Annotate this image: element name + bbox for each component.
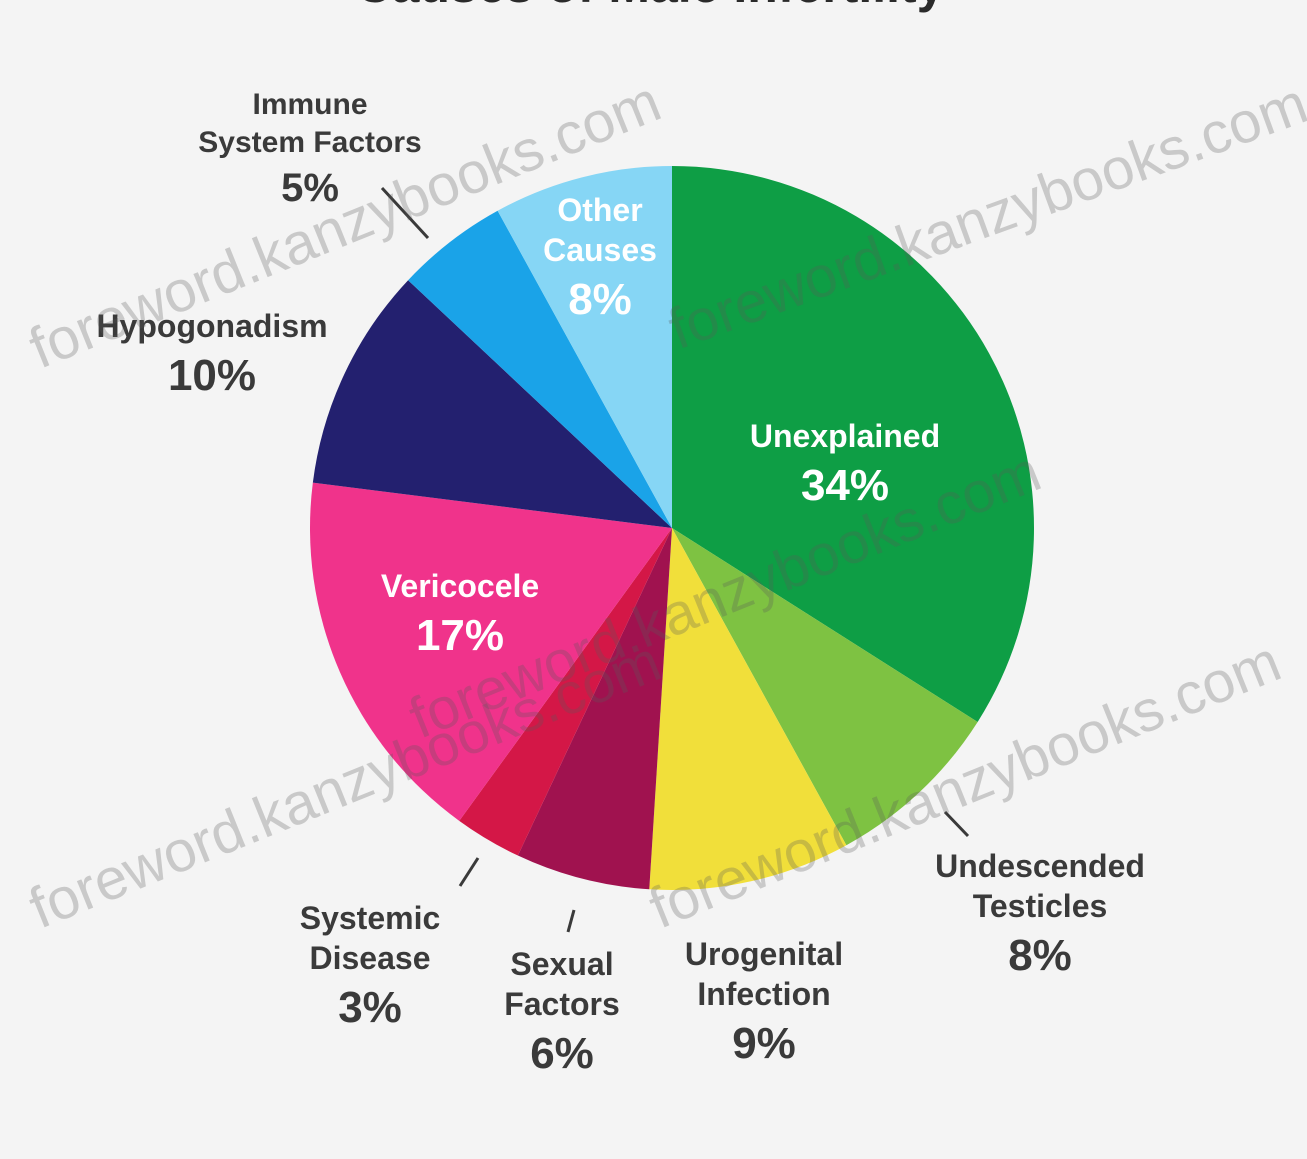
slice-name: Undescended <box>935 848 1145 884</box>
slice-name: Disease <box>309 940 431 976</box>
pie-slice-vericocele <box>309 482 672 821</box>
slice-percent: 10% <box>167 351 257 400</box>
leader-line <box>566 909 576 933</box>
slice-label-other-causes: Other Causes 8% <box>543 190 657 327</box>
pie-slice-undescended-testicles <box>672 528 978 846</box>
pie-slice-hypogonadism <box>312 280 672 528</box>
slice-name: Vericocele <box>380 568 540 604</box>
slice-name: Unexplained <box>749 418 941 454</box>
slice-name: Immune <box>252 88 368 121</box>
pie-slice-other-causes <box>497 166 672 528</box>
slice-name: System Factors <box>198 125 422 159</box>
slice-percent: 8% <box>568 275 632 324</box>
slice-percent: 6% <box>530 1029 594 1078</box>
slice-name: Hypogonadism <box>96 308 328 344</box>
leader-line <box>943 810 970 838</box>
slice-label-unexplained: Unexplained 34% <box>750 416 940 513</box>
slice-label-sexual-factors: Sexual Factors 6% <box>504 944 620 1081</box>
pie-slice-immune-system-factors <box>408 210 672 528</box>
leader-line <box>458 857 480 887</box>
slice-label-systemic-disease: Systemic Disease 3% <box>300 898 441 1035</box>
slice-name: Systemic <box>299 900 441 936</box>
slice-label-undescended-testicles: Undescended Testicles 8% <box>935 846 1145 983</box>
slice-percent: 9% <box>732 1019 796 1068</box>
pie-slice-unexplained <box>672 166 1035 722</box>
slice-label-urogenital-infection: Urogenital Infection 9% <box>685 934 843 1071</box>
pie-slice-urogenital-infection <box>649 528 847 891</box>
slice-name: Sexual <box>510 946 614 982</box>
slice-label-hypogonadism: Hypogonadism 10% <box>96 306 327 403</box>
slice-percent: 8% <box>1008 931 1072 980</box>
slice-percent: 5% <box>281 166 339 210</box>
slice-percent: 34% <box>800 461 890 510</box>
slice-name: Causes <box>543 232 657 268</box>
leader-line <box>380 186 430 240</box>
slice-label-immune-system-factors: Immune System Factors 5% <box>198 86 421 213</box>
slice-name: Other <box>557 192 643 228</box>
slice-label-vericocele: Vericocele 17% <box>381 566 539 663</box>
slice-name: Factors <box>504 986 620 1022</box>
slice-name: Testicles <box>972 888 1108 924</box>
chart-title: Causes of Male Infertility <box>355 0 944 14</box>
slice-percent: 3% <box>338 983 402 1032</box>
slice-name: Infection <box>697 976 831 1012</box>
slice-name: Urogenital <box>684 936 844 972</box>
pie-slice-systemic-disease <box>459 528 672 856</box>
slice-percent: 17% <box>415 611 505 660</box>
pie-slice-sexual-factors <box>517 528 672 890</box>
